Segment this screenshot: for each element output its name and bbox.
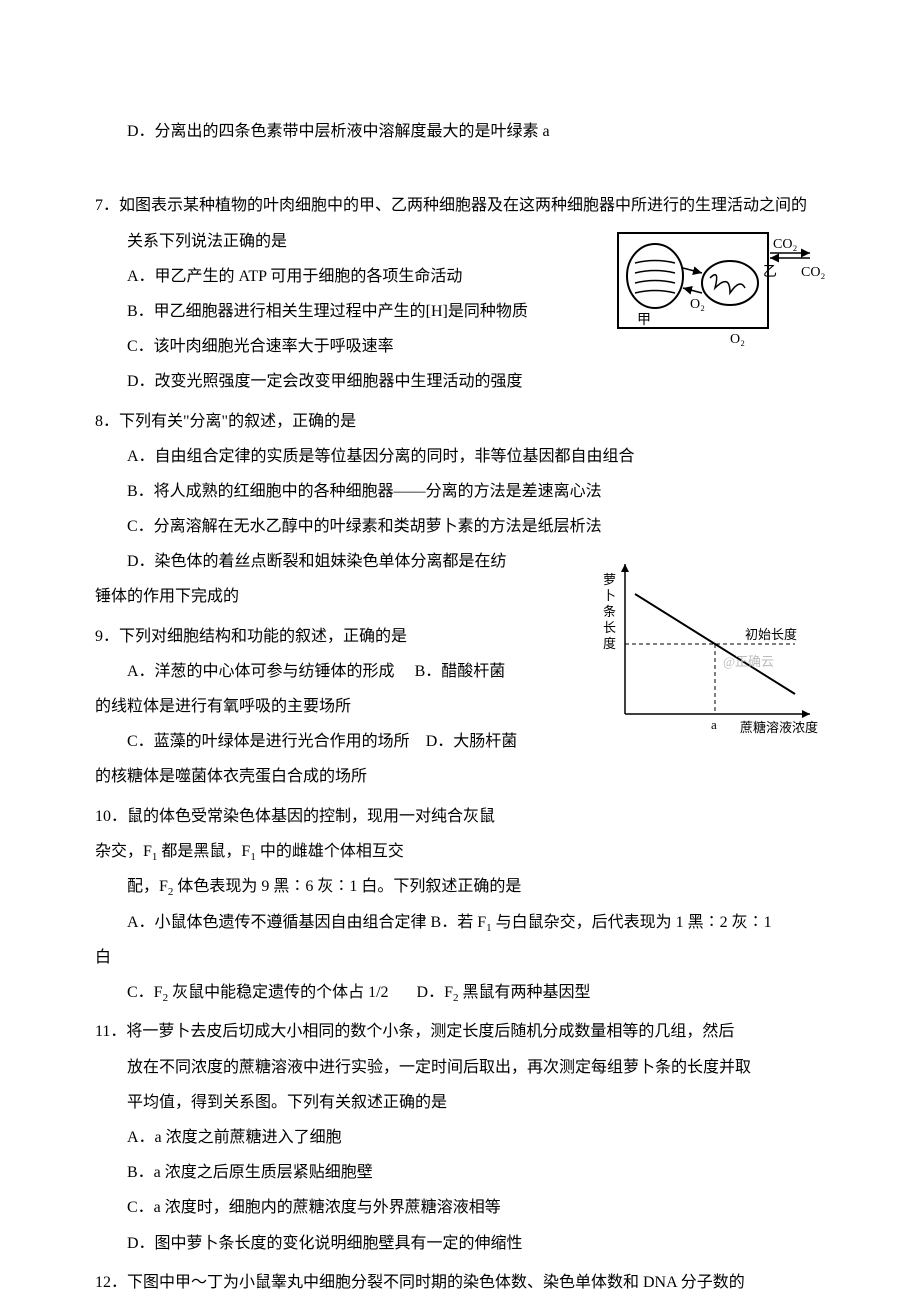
label-jia: 甲	[637, 313, 651, 328]
q10-stem-line2: 杂交，F1 都是黑鼠，F1 中的雌雄个体相互交	[95, 834, 825, 869]
q10-ab2: 与白鼠杂交，后代表现为 1 黑∶2 灰∶1	[492, 914, 772, 931]
q10-c2: 灰鼠中能稳定遗传的个体占 1/2	[168, 984, 388, 1001]
q11-option-d: D．图中萝卜条长度的变化说明细胞壁具有一定的伸缩性	[95, 1226, 825, 1261]
q10-l3a: 配，F	[127, 878, 168, 895]
label-o2b: O₂	[730, 332, 745, 347]
q7-option-d: D．改变光照强度一定会改变甲细胞器中生理活动的强度	[95, 364, 825, 399]
q11-option-c: C．a 浓度时，细胞内的蔗糖浓度与外界蔗糖溶液相等	[95, 1190, 825, 1225]
q12-stem: 12．下图中甲～丁为小鼠睾丸中细胞分裂不同时期的染色体数、染色单体数和 DNA …	[95, 1265, 825, 1300]
q8-option-a: A．自由组合定律的实质是等位基因分离的同时，非等位基因都自由组合	[95, 439, 825, 474]
q10-c1: C．F	[127, 984, 163, 1001]
q10-ab-tail: 白	[95, 940, 825, 975]
ylabel-4: 长	[603, 620, 616, 635]
q9-option-c: C．蓝藻的叶绿体是进行光合作用的场所	[127, 733, 410, 750]
q11-chart: 萝 卜 条 长 度 初始长度 @正确云 a 蔗糖溶液浓度	[595, 554, 825, 744]
q10-l3b: 体色表现为 9 黑∶6 灰∶1 白。下列叙述正确的是	[173, 878, 521, 895]
q10-stem-line1: 10．鼠的体色受常染色体基因的控制，现用一对纯合灰鼠	[95, 799, 825, 834]
label-co2b: CO₂	[801, 265, 825, 280]
q11-stem-line1: 11．将一萝卜去皮后切成大小相同的数个小条，测定长度后随机分成数量相等的几组，然…	[95, 1014, 825, 1049]
q8-stem: 8．下列有关"分离"的叙述，正确的是	[95, 404, 825, 439]
x-label: 蔗糖溶液浓度	[740, 720, 818, 735]
q10-d2: 黑鼠有两种基因型	[459, 984, 591, 1001]
q10-s2c: 中的雌雄个体相互交	[256, 843, 404, 860]
label-o2a: O₂	[690, 297, 705, 312]
q9-option-b-head: B．醋酸杆菌	[415, 663, 506, 680]
q6-option-d: D．分离出的四条色素带中层析液中溶解度最大的是叶绿素 a	[95, 114, 825, 149]
a-label: a	[711, 717, 717, 732]
q11-stem-line3: 平均值，得到关系图。下列有关叙述正确的是	[95, 1085, 825, 1120]
q10-s2b: 都是黑鼠，F	[157, 843, 250, 860]
q7-diagram: CO₂ 乙 CO₂ 甲 O₂ O₂	[615, 228, 825, 348]
q10-ab-row: A．小鼠体色遗传不遵循基因自由组合定律 B．若 F1 与白鼠杂交，后代表现为 1…	[95, 905, 825, 940]
ylabel-2: 卜	[603, 588, 616, 603]
q10-ab1: A．小鼠体色遗传不遵循基因自由组合定律 B．若 F	[127, 914, 486, 931]
q10-line3: 配，F2 体色表现为 9 黑∶6 灰∶1 白。下列叙述正确的是	[95, 869, 825, 904]
q10-d1: D．F	[417, 984, 453, 1001]
ylabel-3: 条	[603, 604, 616, 619]
ylabel-1: 萝	[603, 572, 616, 587]
init-label: 初始长度	[745, 627, 797, 642]
q11-stem-line2: 放在不同浓度的蔗糖溶液中进行实验，一定时间后取出，再次测定每组萝卜条的长度并取	[95, 1050, 825, 1085]
q11-option-b: B．a 浓度之后原生质层紧贴细胞壁	[95, 1155, 825, 1190]
ylabel-5: 度	[603, 636, 616, 651]
label-co2: CO₂	[773, 237, 797, 252]
watermark: @正确云	[723, 654, 774, 669]
q10-cd-row: C．F2 灰鼠中能稳定遗传的个体占 1/2 D．F2 黑鼠有两种基因型	[95, 975, 825, 1010]
q9-option-a: A．洋葱的中心体可参与纺锤体的形成	[127, 663, 395, 680]
q9-option-d-head: D．大肠杆菌	[426, 733, 518, 750]
q7-stem-line1: 7．如图表示某种植物的叶肉细胞中的甲、乙两种细胞器及在这两种细胞器中所进行的生理…	[95, 188, 825, 223]
label-yi: 乙	[763, 264, 777, 280]
q8-option-b: B．将人成熟的红细胞中的各种细胞器——分离的方法是差速离心法	[95, 474, 825, 509]
q10-s2a: 杂交，F	[95, 843, 152, 860]
q8-option-c: C．分离溶解在无水乙醇中的叶绿素和类胡萝卜素的方法是纸层析法	[95, 509, 825, 544]
q11-option-a: A．a 浓度之前蔗糖进入了细胞	[95, 1120, 825, 1155]
q9-row4: 的核糖体是噬菌体衣壳蛋白合成的场所	[95, 759, 825, 794]
